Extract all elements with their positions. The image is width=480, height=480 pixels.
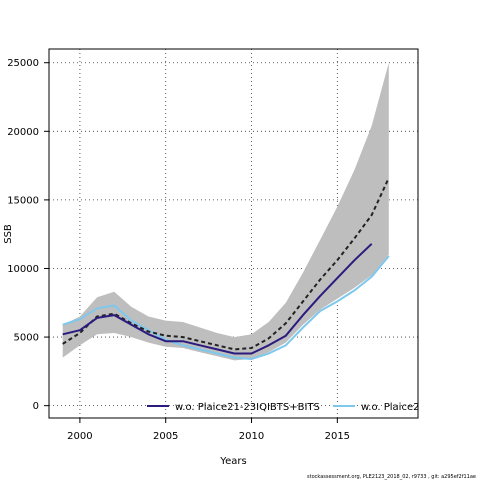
y-tick-label: 0 (33, 401, 39, 412)
x-axis-title: Years (219, 456, 246, 467)
y-axis-title: SSB (3, 224, 14, 244)
legend-label: w.o. Plaice2 (361, 402, 419, 413)
x-tick-label: 2005 (153, 431, 178, 442)
series-lines (62, 177, 390, 360)
legend: w.o. Plaice21-23IQIBTS+BITS w.o. Plaice2 (147, 402, 419, 413)
series-line-0 (62, 177, 390, 351)
footer-credit: stockassessment.org, PLE2123_2018_02, r9… (307, 474, 476, 480)
y-axis: 0 5000 10000 15000 20000 25000 (7, 58, 49, 412)
legend-label: w.o. Plaice21-23IQIBTS+BITS (175, 402, 320, 413)
x-tick-label: 2010 (239, 431, 264, 442)
y-tick-label: 5000 (14, 333, 39, 344)
x-tick-label: 2000 (67, 431, 92, 442)
x-tick-label: 2015 (325, 431, 350, 442)
y-tick-label: 20000 (7, 127, 39, 138)
plot-frame (48, 48, 419, 419)
series-line-2 (62, 255, 390, 360)
x-axis: 2000 2005 2010 2015 (67, 418, 350, 442)
y-tick-label: 10000 (7, 264, 39, 275)
series-line-1 (62, 243, 373, 355)
confidence-band (62, 62, 389, 361)
y-tick-label: 25000 (7, 58, 39, 69)
y-tick-label: 15000 (7, 195, 39, 206)
